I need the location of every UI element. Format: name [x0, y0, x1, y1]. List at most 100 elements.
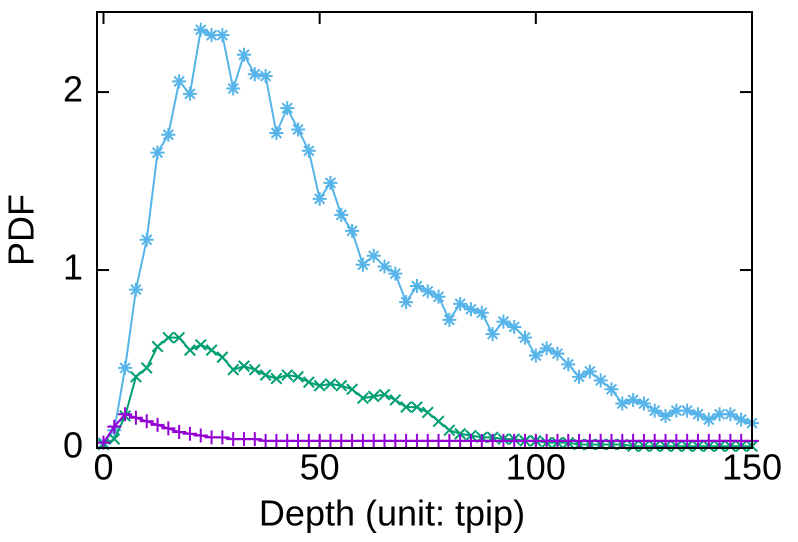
data-point [312, 191, 327, 206]
data-point [128, 282, 143, 297]
data-point [420, 284, 435, 299]
data-point [345, 223, 360, 238]
data-point [259, 369, 272, 381]
data-point [626, 392, 641, 407]
data-point [302, 376, 315, 389]
data-point [421, 406, 434, 419]
data-point [292, 370, 304, 383]
data-point [604, 382, 619, 397]
data-point [226, 81, 241, 96]
data-point [193, 428, 208, 443]
data-point [313, 379, 326, 392]
data-point [518, 330, 533, 345]
data-point [550, 346, 565, 361]
data-point [334, 207, 349, 222]
data-point [161, 421, 176, 436]
data-point [118, 360, 133, 375]
data-point [324, 377, 337, 390]
data-point [410, 401, 423, 414]
data-point [161, 127, 176, 142]
data-point [454, 427, 467, 440]
data-point [215, 430, 230, 445]
x-axis-label: Depth (unit: tpip) [259, 493, 525, 534]
data-point [442, 312, 457, 327]
plot-frame [96, 11, 753, 449]
data-point [193, 22, 208, 37]
data-point [367, 390, 380, 403]
data-point [151, 340, 164, 353]
data-point [183, 344, 196, 357]
data-point [528, 348, 543, 363]
data-point [572, 369, 587, 384]
x-tick-label: 150 [722, 447, 782, 488]
data-point [269, 126, 284, 141]
data-point [355, 257, 370, 272]
data-point [400, 401, 413, 414]
x-tick-label: 50 [300, 447, 340, 488]
data-point [377, 259, 392, 274]
data-point [389, 393, 402, 406]
data-point [539, 341, 554, 356]
x-tick-label: 100 [506, 447, 566, 488]
data-point [346, 383, 359, 396]
data-point [636, 396, 651, 411]
data-point [108, 433, 121, 446]
data-point [247, 67, 262, 82]
data-point [593, 373, 608, 388]
data-point [453, 296, 468, 311]
data-point [258, 69, 273, 84]
data-point [139, 232, 154, 247]
y-tick-label: 0 [63, 425, 83, 466]
data-point [227, 363, 240, 376]
data-point [205, 344, 218, 357]
data-point [215, 28, 230, 43]
data-point [281, 369, 294, 381]
data-point [474, 305, 489, 320]
data-point [690, 407, 705, 422]
data-point [182, 86, 197, 101]
data-point [172, 424, 187, 439]
data-point [431, 289, 446, 304]
data-point [139, 414, 154, 429]
data-point [701, 412, 716, 427]
data-point [669, 403, 684, 418]
data-point [118, 407, 133, 422]
data-point [236, 47, 251, 62]
data-point [615, 396, 630, 411]
y-axis-label: PDF [1, 194, 42, 266]
data-point [140, 361, 153, 374]
data-point [443, 424, 456, 437]
data-point [238, 360, 250, 373]
data-point [432, 415, 445, 428]
data-point [216, 351, 229, 364]
data-point [301, 143, 316, 158]
data-point [280, 101, 295, 116]
y-tick-label: 2 [63, 69, 83, 110]
data-point [335, 379, 348, 392]
data-point [507, 319, 522, 334]
data-point [150, 417, 165, 432]
data-point [463, 302, 478, 317]
data-point [366, 248, 381, 263]
data-point [128, 410, 143, 425]
data-point [734, 412, 749, 427]
data-point [182, 426, 197, 441]
data-point [388, 266, 403, 281]
data-point [323, 175, 338, 190]
data-point [248, 363, 261, 376]
x-tick-label: 0 [93, 447, 113, 488]
data-point [270, 372, 283, 385]
y-tick-label: 1 [63, 247, 83, 288]
data-point [409, 279, 424, 294]
data-point [173, 331, 186, 344]
data-point [399, 295, 414, 310]
data-point [150, 145, 165, 160]
data-point [496, 314, 511, 329]
data-point [247, 432, 262, 447]
data-point [172, 74, 187, 89]
data-point [129, 370, 142, 383]
data-point [107, 419, 122, 434]
data-point [658, 408, 673, 423]
data-point [582, 364, 597, 379]
